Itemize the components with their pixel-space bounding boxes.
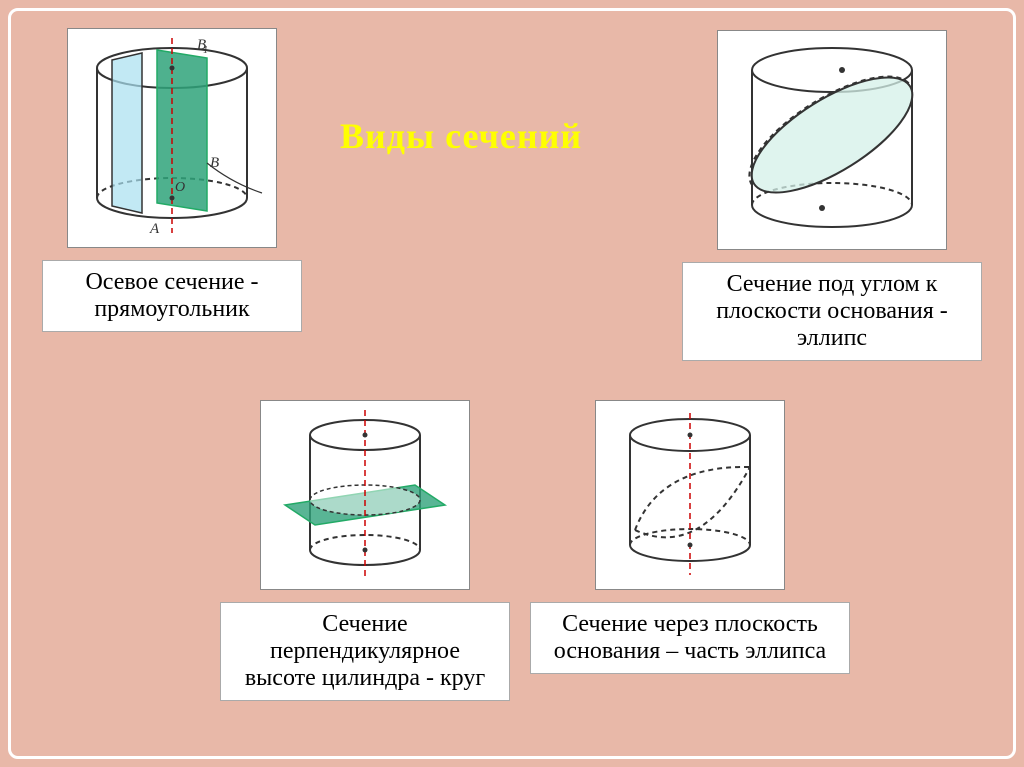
diagram-throughbase bbox=[595, 400, 785, 590]
svg-text:A: A bbox=[149, 221, 160, 237]
diagram-perp bbox=[260, 400, 470, 590]
caption-angled: Сечение под углом к плоскости основания … bbox=[682, 262, 982, 361]
caption-throughbase: Сечение через плоскость основания – част… bbox=[530, 602, 850, 674]
throughbase-svg bbox=[600, 405, 780, 585]
angled-svg bbox=[722, 35, 942, 245]
page-title: Виды сечений bbox=[340, 115, 582, 157]
svg-text:O: O bbox=[175, 180, 185, 195]
svg-text:1: 1 bbox=[203, 45, 208, 56]
card-angled: Сечение под углом к плоскости основания … bbox=[682, 30, 982, 361]
diagram-axial: B 1 B O A bbox=[67, 28, 277, 248]
caption-axial: Осевое сечение - прямоугольник bbox=[42, 260, 302, 332]
axial-svg: B 1 B O A bbox=[72, 33, 272, 243]
caption-perp: Сечение перпендикулярное высоте цилиндра… bbox=[220, 602, 510, 701]
perp-svg bbox=[265, 405, 465, 585]
card-through-base: Сечение через плоскость основания – част… bbox=[530, 400, 850, 674]
card-perpendicular: Сечение перпендикулярное высоте цилиндра… bbox=[220, 400, 510, 701]
card-axial: B 1 B O A Осевое сечение - прямоугольник bbox=[42, 28, 302, 332]
diagram-angled bbox=[717, 30, 947, 250]
